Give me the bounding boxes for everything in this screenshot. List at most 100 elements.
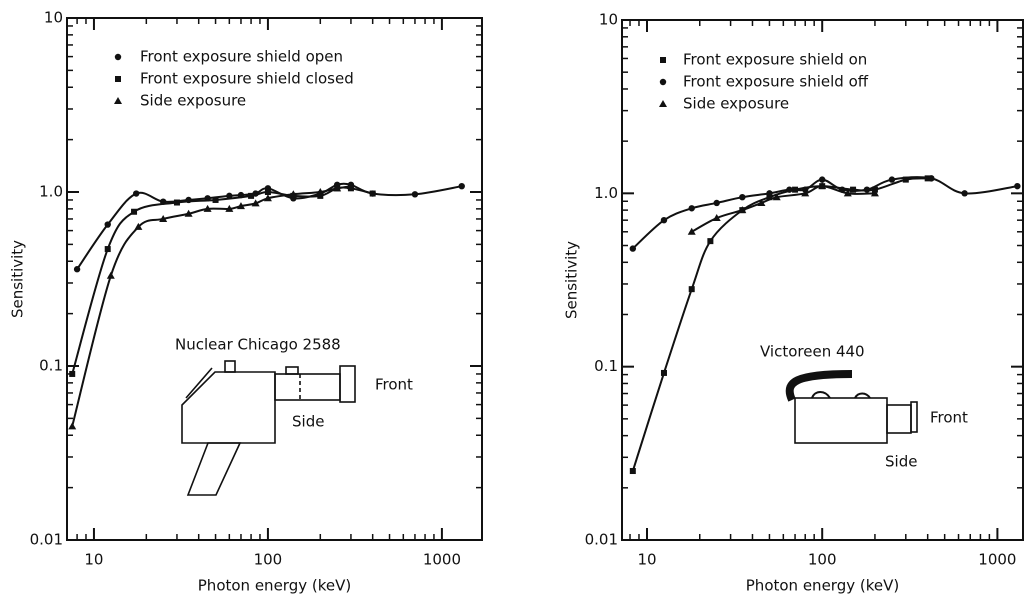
device-edge [185, 367, 213, 399]
marker [333, 184, 342, 192]
legend-label: Side exposure [140, 92, 246, 110]
marker [264, 189, 271, 195]
device-nuclear-chicago [181, 360, 356, 496]
marker [818, 182, 827, 190]
device-nozzle [910, 401, 918, 433]
marker [133, 190, 140, 197]
legend-label: Front exposure shield closed [140, 70, 354, 88]
marker [159, 214, 168, 222]
y-tick-label: 10 [44, 9, 63, 27]
marker [236, 202, 245, 210]
legend-marker [115, 76, 121, 82]
marker [801, 189, 810, 197]
device-knob [224, 360, 236, 373]
marker [928, 175, 935, 182]
legend-marker [114, 97, 122, 104]
legend-label: Side exposure [683, 95, 789, 113]
annotation: Front [375, 376, 413, 394]
y-axis-label: Sensitivity [9, 240, 27, 318]
y-tick-label: 0.1 [594, 357, 618, 375]
series-line [631, 177, 928, 472]
device-body [181, 371, 276, 444]
y-axis-label: Sensitivity [563, 241, 581, 319]
legend-label: Front exposure shield off [683, 73, 869, 91]
marker [902, 176, 909, 183]
y-tick-label: 0.01 [585, 531, 618, 549]
marker [818, 176, 826, 183]
marker [369, 190, 376, 197]
marker [687, 227, 696, 235]
marker [863, 186, 871, 193]
marker [712, 214, 721, 222]
device-nozzle [339, 365, 356, 403]
marker [458, 182, 465, 190]
marker [629, 468, 636, 475]
device-body [794, 397, 888, 444]
marker [1014, 182, 1021, 190]
series-line [76, 182, 462, 270]
annotation: Front [930, 409, 968, 427]
legend-label: Front exposure shield open [140, 48, 343, 66]
annotation: Victoreen 440 [760, 343, 865, 361]
marker [212, 196, 219, 203]
device-window [285, 366, 299, 375]
marker [843, 189, 852, 197]
legend-label: Front exposure shield on [683, 51, 867, 69]
series-line [71, 185, 352, 427]
marker [289, 190, 298, 198]
marker [850, 186, 857, 193]
marker [106, 271, 115, 279]
marker [660, 216, 668, 224]
marker [73, 266, 81, 273]
marker [104, 221, 111, 228]
x-tick-label: 10 [84, 551, 103, 569]
marker [688, 286, 695, 293]
marker [316, 188, 325, 195]
x-tick-label: 10 [637, 551, 656, 569]
y-tick-label: 1.0 [39, 183, 63, 201]
marker [766, 190, 773, 197]
marker [961, 190, 968, 197]
marker [707, 238, 714, 245]
marker [203, 204, 212, 212]
legend-marker [659, 78, 667, 86]
device-barrel [274, 373, 341, 401]
marker [629, 245, 637, 252]
plot-frame [66, 17, 483, 541]
marker [104, 246, 111, 253]
marker [411, 191, 419, 198]
marker [870, 189, 879, 197]
x-tick-label: 100 [254, 551, 283, 569]
marker [68, 422, 77, 430]
marker [772, 193, 781, 201]
marker [251, 199, 260, 207]
marker [738, 206, 747, 214]
x-axis-label: Photon energy (keV) [746, 577, 899, 595]
legend-marker [660, 57, 666, 63]
marker [888, 176, 896, 183]
marker [660, 369, 667, 376]
marker [225, 204, 234, 212]
device-barrel [886, 404, 912, 434]
y-tick-label: 0.1 [39, 357, 63, 375]
x-tick-label: 1000 [978, 551, 1016, 569]
marker [766, 194, 773, 201]
marker [173, 199, 180, 206]
x-axis-label: Photon energy (keV) [198, 577, 351, 595]
marker [69, 370, 76, 377]
y-tick-label: 1.0 [594, 184, 618, 202]
legend-marker [114, 53, 122, 61]
marker [248, 192, 255, 199]
marker [688, 205, 695, 212]
marker [739, 193, 746, 201]
marker [184, 209, 193, 217]
annotation: Nuclear Chicago 2588 [175, 336, 341, 354]
x-tick-label: 100 [808, 551, 837, 569]
marker [757, 198, 766, 206]
device-handle [186, 442, 242, 496]
device-victoreen [785, 370, 918, 444]
device-handle [785, 370, 853, 402]
y-tick-label: 0.01 [30, 531, 63, 549]
x-tick-label: 1000 [423, 551, 461, 569]
